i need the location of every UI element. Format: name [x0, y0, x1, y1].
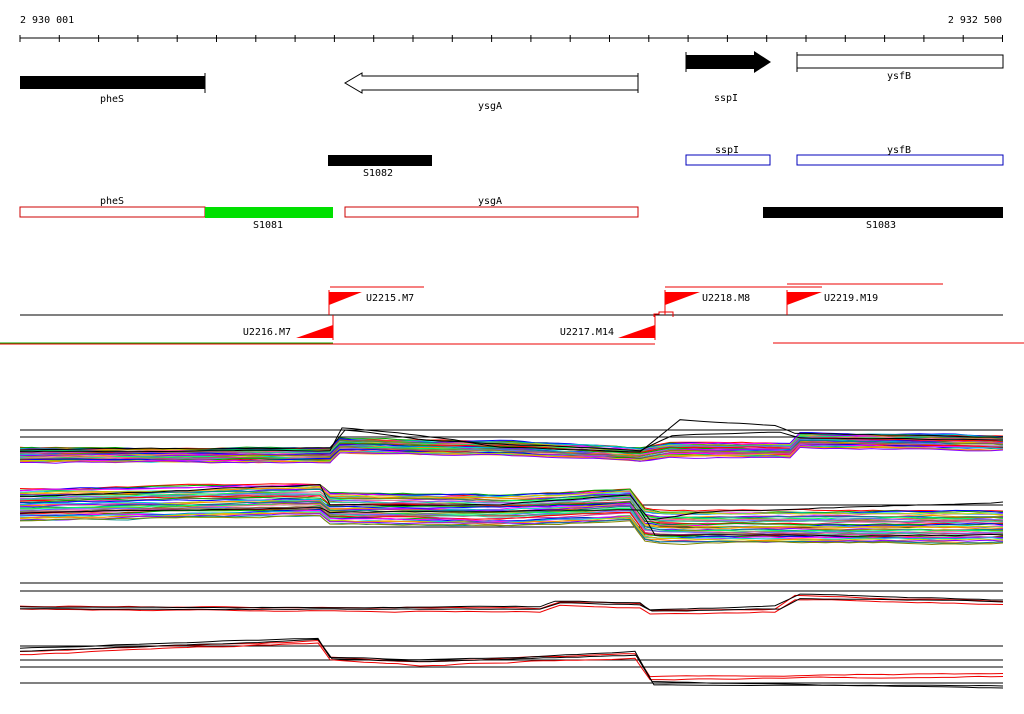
gene-ysgA-arrow — [344, 72, 639, 94]
upshift-U2218[interactable]: U2218.M8 — [664, 290, 750, 315]
coordinate-ruler: 2 930 001 2 932 500 — [19, 15, 1003, 42]
segment-S1081[interactable]: S1081 — [205, 207, 333, 231]
expression-trace — [19, 510, 1004, 541]
upshift-U2219-label: U2219.M19 — [824, 293, 878, 304]
summary-panel-minus-strand — [19, 637, 1004, 689]
expression-trace-black — [19, 593, 1003, 611]
gene-sspI[interactable]: sspI — [685, 51, 771, 104]
expression-trace — [19, 484, 1004, 515]
expression-trace — [19, 514, 1004, 546]
expression-trace-black — [19, 419, 1004, 453]
expression-trace-black — [19, 429, 1004, 452]
upshift-U2218-label: U2218.M8 — [702, 293, 750, 304]
upshift-U2215[interactable]: U2215.M7 — [328, 290, 414, 315]
segment-sspI-blue[interactable]: sspI — [685, 145, 771, 166]
segment-S1082-label: S1082 — [363, 168, 393, 179]
upshift-U2217[interactable]: U2217.M14 — [560, 311, 674, 340]
upshift-track: U2215.M7 U2216.M7 U2217.M14 U2218.M8 U22… — [0, 283, 1024, 345]
ruler-end-label: 2 932 500 — [948, 15, 1002, 26]
expression-trace — [19, 594, 1004, 611]
segment-pheS-red[interactable]: pheS — [19, 196, 206, 218]
gene-ysgA-label: ysgA — [478, 101, 502, 112]
segment-ysfB-blue-bar — [796, 154, 1004, 166]
expression-trace — [19, 493, 1004, 524]
gene-ysfB-label: ysfB — [887, 71, 911, 82]
expression-trace — [19, 505, 1004, 534]
gene-ysfB-bar — [796, 54, 1004, 69]
expression-trace — [19, 498, 1004, 528]
upshift-U2217-flag — [618, 325, 655, 338]
expression-trace-black — [19, 507, 1004, 537]
upshift-U2219-flag — [787, 292, 822, 305]
segment-ysfB-blue[interactable]: ysfB — [796, 145, 1004, 166]
segment-S1083-bar — [763, 207, 1003, 218]
upshift-U2217-marker — [653, 311, 674, 317]
upshift-U2218-flag — [665, 292, 700, 305]
expression-trace — [19, 599, 1004, 615]
upshift-U2219[interactable]: U2219.M19 — [786, 290, 878, 315]
upshift-U2215-flag — [329, 292, 362, 305]
upshift-U2216[interactable]: U2216.M7 — [243, 315, 334, 340]
upshift-U2217-label: U2217.M14 — [560, 327, 614, 338]
ruler-start-label: 2 930 001 — [20, 15, 74, 26]
gene-pheS-label: pheS — [100, 94, 124, 105]
gene-sspI-arrow — [686, 51, 771, 73]
segment-ysgA-red-label: ysgA — [478, 196, 502, 207]
segment-S1081-label: S1081 — [253, 220, 283, 231]
upshift-U2215-label: U2215.M7 — [366, 293, 414, 304]
expression-trace — [19, 487, 1004, 518]
segment-track-2: pheS S1081 ysgA S1083 — [19, 196, 1003, 231]
gene-sspI-label: sspI — [714, 93, 738, 104]
segment-ysgA-red-bar — [344, 206, 639, 218]
segment-pheS-red-bar — [19, 206, 206, 218]
segment-sspI-blue-label: sspI — [715, 145, 739, 156]
segment-S1082-bar — [328, 155, 432, 166]
ruler-ticks — [19, 35, 1003, 42]
segment-S1081-bar — [205, 207, 333, 218]
segment-pheS-red-label: pheS — [100, 196, 124, 207]
expression-trace-black — [20, 484, 1004, 521]
expression-trace — [19, 439, 1004, 457]
expression-trace — [19, 446, 1004, 464]
expression-panel-minus-strand — [19, 483, 1004, 546]
gene-ysfB[interactable]: ysfB — [796, 52, 1004, 82]
expression-trace-black — [20, 598, 1004, 612]
segment-ysgA-red[interactable]: ysgA — [344, 196, 639, 218]
segment-S1083[interactable]: S1083 — [763, 207, 1003, 231]
segment-track-1: S1082 sspI ysfB — [328, 145, 1004, 179]
upshift-U2216-flag — [296, 325, 333, 338]
segment-S1082[interactable]: S1082 — [328, 155, 432, 179]
segment-sspI-blue-bar — [685, 154, 771, 166]
expression-trace — [20, 502, 1004, 533]
gene-track: pheS ysgA sspI ysfB — [20, 51, 1004, 112]
expression-trace-black — [19, 638, 1004, 687]
segment-S1083-label: S1083 — [866, 220, 896, 231]
expression-trace — [20, 642, 1004, 681]
gene-ysgA[interactable]: ysgA — [344, 72, 639, 112]
upshift-U2216-label: U2216.M7 — [243, 327, 291, 338]
expression-panel-plus-strand — [19, 419, 1004, 464]
segment-ysfB-blue-label: ysfB — [887, 145, 911, 156]
gene-pheS[interactable]: pheS — [20, 73, 206, 105]
gene-pheS-bar — [20, 76, 205, 89]
summary-panel-plus-strand — [19, 582, 1004, 615]
